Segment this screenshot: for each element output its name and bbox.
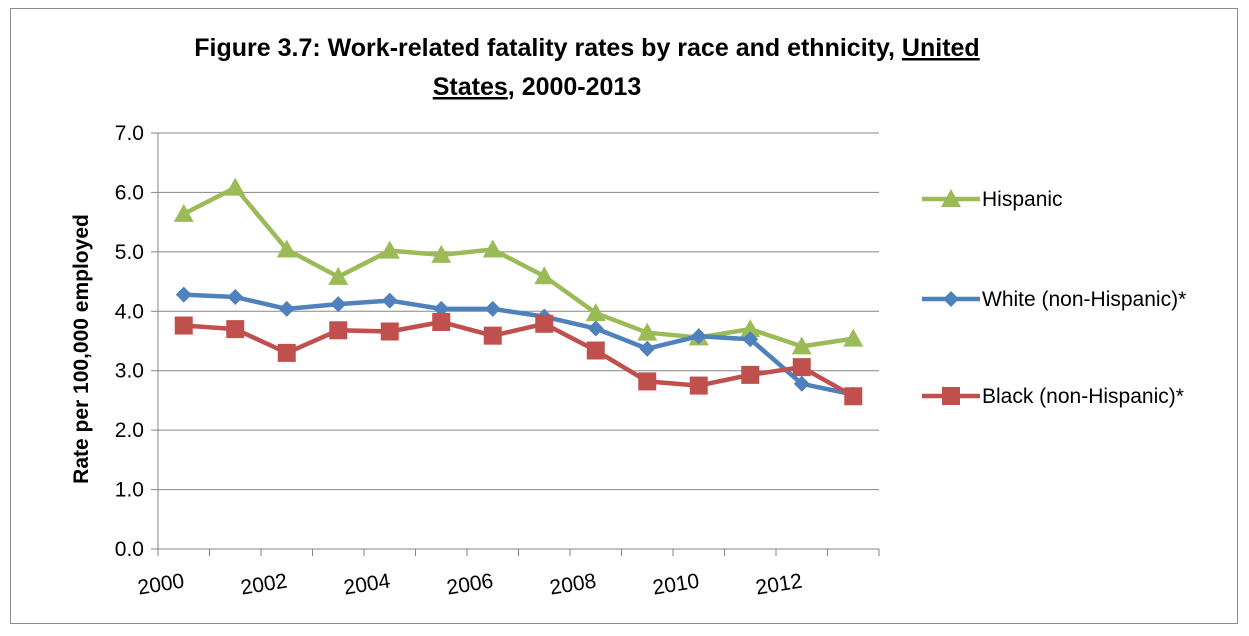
data-point-triangle — [585, 303, 606, 322]
legend-item: White (non-Hispanic)* — [922, 288, 1186, 311]
data-point-diamond — [484, 300, 501, 317]
chart-title-line2: States, 2000-2013 — [433, 73, 642, 101]
data-point-square — [483, 326, 502, 345]
data-point-square — [329, 321, 348, 340]
series-lines — [173, 177, 864, 406]
data-point-triangle — [173, 203, 194, 222]
data-point-square — [792, 358, 811, 377]
gridlines — [158, 132, 879, 491]
data-point-square — [380, 322, 399, 341]
data-point-triangle — [328, 266, 349, 285]
series-line — [183, 292, 854, 397]
legend-item: Black (non-Hispanic)* — [922, 385, 1184, 408]
y-tick-label: 1.0 — [115, 479, 144, 502]
data-point-triangle — [431, 244, 452, 263]
data-point-square — [277, 343, 296, 362]
x-tick-label: 2002 — [239, 570, 289, 600]
y-tick-label: 5.0 — [115, 241, 144, 264]
chart-title-line1: Figure 3.7: Work-related fatality rates … — [194, 34, 979, 62]
x-tick-label: 2012 — [754, 570, 804, 600]
y-tick-label: 6.0 — [115, 181, 144, 204]
legend-marker-triangle — [941, 189, 961, 207]
data-point-square — [638, 372, 657, 391]
x-tick-label: 2000 — [136, 570, 186, 600]
y-tick-label: 7.0 — [115, 122, 144, 145]
legend: Hispanic White (non-Hispanic)* Black (non-… — [922, 188, 1186, 408]
legend-label: Hispanic — [982, 188, 1063, 211]
data-point-square — [741, 365, 760, 384]
line-chart: Figure 3.7: Work-related fatality rates … — [70, 34, 1186, 600]
series-square — [174, 312, 863, 406]
data-point-diamond — [330, 296, 347, 313]
data-point-triangle — [843, 328, 864, 347]
x-tick-labels: 2000 2002 2004 2006 2008 2010 2012 — [136, 570, 804, 600]
data-point-square — [226, 320, 245, 339]
x-tick-label: 2006 — [445, 570, 495, 600]
data-point-triangle — [637, 322, 658, 341]
series-triangle — [173, 177, 864, 355]
y-tick-label: 3.0 — [115, 360, 144, 383]
x-tick-label: 2004 — [342, 570, 392, 600]
data-point-diamond — [227, 289, 244, 306]
data-point-diamond — [793, 375, 810, 392]
data-point-square — [535, 314, 554, 333]
chart-frame: Figure 3.7: Work-related fatality rates … — [10, 8, 1238, 624]
data-point-square — [432, 312, 451, 331]
data-point-triangle — [482, 239, 503, 258]
data-point-square — [689, 376, 708, 395]
data-point-diamond — [278, 300, 295, 317]
data-point-square — [174, 316, 193, 335]
legend-label: Black (non-Hispanic)* — [982, 385, 1184, 408]
legend-marker-diamond — [943, 291, 959, 307]
data-point-square — [844, 387, 863, 406]
x-tick-label: 2010 — [651, 570, 701, 600]
series-line — [182, 185, 854, 349]
data-point-square — [586, 341, 605, 360]
data-point-triangle — [534, 266, 555, 285]
x-tick-label: 2008 — [548, 570, 598, 600]
legend-marker-square — [942, 387, 960, 405]
data-point-diamond — [639, 340, 656, 357]
legend-item: Hispanic — [922, 188, 1063, 211]
data-point-triangle — [225, 177, 246, 196]
data-point-triangle — [379, 240, 400, 259]
data-point-diamond — [175, 286, 192, 303]
data-point-triangle — [276, 239, 297, 258]
data-point-triangle — [791, 336, 812, 355]
y-tick-labels: 0.0 1.0 2.0 3.0 4.0 5.0 6.0 7.0 — [115, 122, 144, 561]
y-tick-label: 4.0 — [115, 300, 144, 323]
data-point-triangle — [740, 319, 761, 338]
data-point-diamond — [690, 328, 707, 345]
y-tick-label: 2.0 — [115, 419, 144, 442]
axes — [151, 132, 880, 556]
data-point-diamond — [381, 292, 398, 309]
data-point-diamond — [433, 300, 450, 317]
data-point-diamond — [742, 331, 759, 348]
legend-label: White (non-Hispanic)* — [982, 288, 1186, 311]
y-axis-label: Rate per 100,000 employed — [70, 214, 93, 484]
data-point-diamond — [587, 320, 604, 337]
y-tick-label: 0.0 — [115, 538, 144, 561]
